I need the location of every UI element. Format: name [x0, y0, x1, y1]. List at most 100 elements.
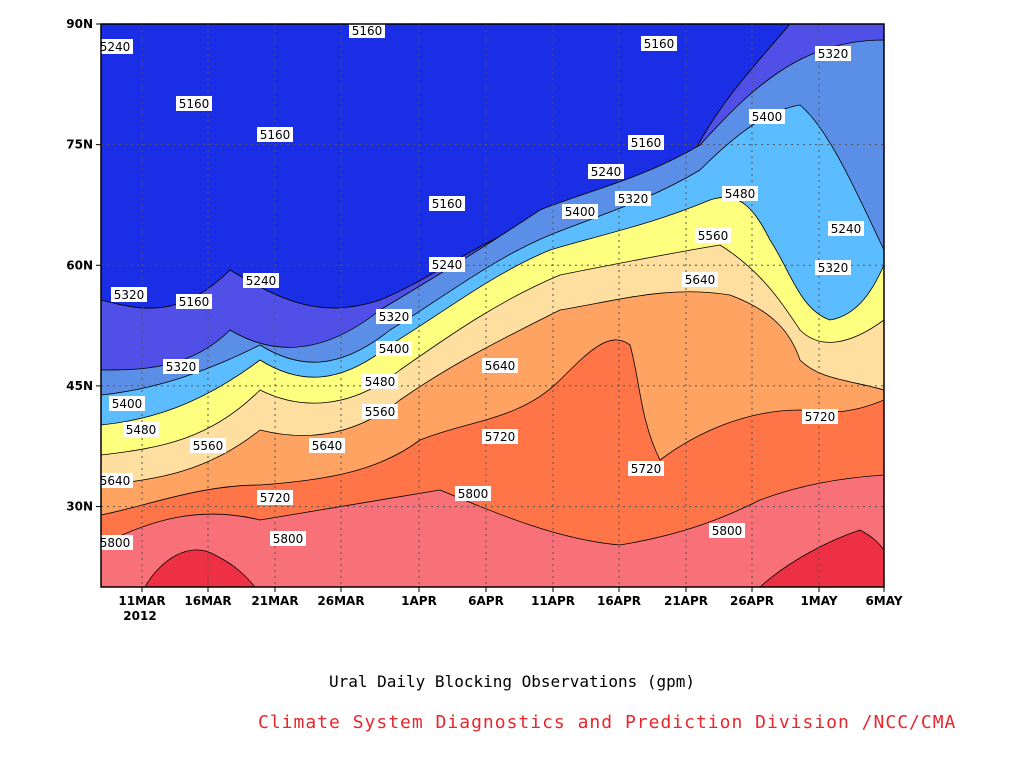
contour-label-bg [257, 490, 293, 505]
contour-label-bg [176, 294, 212, 309]
contour-label-bg [429, 196, 465, 211]
y-axis: 30N 45N 60N 75N 90N [66, 17, 101, 514]
x-tick-label: 16MAR [184, 594, 231, 608]
contour-label: 5640 [485, 359, 516, 373]
contour-label-bg [376, 309, 412, 324]
contour-label: 5240 [246, 274, 277, 288]
contour-label-bg [176, 96, 212, 111]
contour-label-bg [257, 127, 293, 142]
contour-label: 5560 [365, 405, 396, 419]
contour-label: 5240 [831, 222, 862, 236]
x-tick-label: 21MAR [251, 594, 298, 608]
contour-label-bg [588, 164, 624, 179]
contour-label: 5240 [591, 165, 622, 179]
x-tick-label: 11APR [531, 594, 575, 608]
contour-label-bg [562, 204, 598, 219]
contour-label-bg [163, 359, 199, 374]
contour-label: 5320 [166, 360, 197, 374]
contour-label: 5320 [114, 288, 145, 302]
x-tick-label: 1APR [401, 594, 437, 608]
contour-label: 5320 [818, 47, 849, 61]
contour-label-bg [682, 272, 718, 287]
y-tick-label: 90N [66, 17, 93, 31]
contour-label: 5160 [260, 128, 291, 142]
contour-label-bg [641, 36, 677, 51]
contour-label: 5400 [112, 397, 143, 411]
contour-fills [101, 24, 884, 587]
contour-label: 5400 [752, 110, 783, 124]
contour-label-bg [429, 257, 465, 272]
contour-label-bg [709, 523, 745, 538]
y-tick-label: 60N [66, 258, 93, 272]
plot-frame [100, 23, 885, 588]
contour-label-bg [615, 191, 651, 206]
contour-label-bg [270, 531, 306, 546]
contour-label: 5640 [312, 439, 343, 453]
y-tick-label: 75N [66, 138, 93, 152]
contour-label: 5560 [698, 229, 729, 243]
x-year-label: 2012 [123, 609, 156, 623]
contour-label: 5720 [805, 410, 836, 424]
contour-label: 5160 [631, 136, 662, 150]
contour-label: 5160 [432, 197, 463, 211]
contour-label-bg [349, 23, 385, 38]
contour-label: 5480 [126, 423, 157, 437]
contour-label: 5320 [818, 261, 849, 275]
contour-label: 5800 [100, 536, 131, 550]
x-axis: 11MAR 16MAR 21MAR 26MAR 1APR 6APR 11APR 16APR 21… [118, 587, 903, 608]
contour-label: 5160 [179, 97, 210, 111]
contour-label-bg [123, 422, 159, 437]
contour-label-bg [815, 260, 851, 275]
contour-label-bg [828, 221, 864, 236]
contour-label: 5480 [365, 375, 396, 389]
contour-label: 5720 [631, 462, 662, 476]
y-tick-label: 30N [66, 500, 93, 514]
contour-label-bg [695, 228, 731, 243]
contour-label-bg [190, 438, 226, 453]
contour-label: 5240 [432, 258, 463, 272]
chart-caption: Ural Daily Blocking Observations (gpm) [328, 672, 696, 691]
contour-label-bg [111, 287, 147, 302]
contour-labels: 5240 5160 5160 5320 5160 5160 5160 5400 5240 5320… [97, 23, 864, 550]
contour-label: 5560 [193, 439, 224, 453]
contour-label: 5400 [565, 205, 596, 219]
contour-label-bg [97, 39, 133, 54]
contour-label: 5800 [712, 524, 743, 538]
contour-label-bg [628, 135, 664, 150]
contour-label-bg [815, 46, 851, 61]
contour-label-bg [376, 341, 412, 356]
x-tick-label: 21APR [664, 594, 708, 608]
contour-label-bg [362, 404, 398, 419]
x-tick-label: 1MAY [800, 594, 837, 608]
contour-label-bg [722, 186, 758, 201]
contour-label: 5640 [685, 273, 716, 287]
contour-label-bg [97, 473, 133, 488]
contour-label: 5720 [485, 430, 516, 444]
credit-line: Climate System Diagnostics and Predictio… [258, 712, 957, 733]
contour-label: 5320 [618, 192, 649, 206]
x-tick-label: 16APR [597, 594, 641, 608]
contour-label-bg [109, 396, 145, 411]
contour-label: 5720 [260, 491, 291, 505]
contour-label-bg [243, 273, 279, 288]
contour-label: 5400 [379, 342, 410, 356]
contour-label-bg [309, 438, 345, 453]
contour-label-bg [97, 535, 133, 550]
y-tick-label: 45N [66, 379, 93, 393]
contour-label-bg [482, 429, 518, 444]
x-tick-label: 11MAR [118, 594, 165, 608]
contour-label: 5800 [273, 532, 304, 546]
contour-label-bg [362, 374, 398, 389]
contour-label: 5240 [100, 40, 131, 54]
contour-chart: 5240 5160 5160 5320 5160 5160 5160 5400 5240 5320… [66, 17, 903, 623]
contour-label: 5480 [725, 187, 756, 201]
contour-label: 5320 [379, 310, 410, 324]
contour-label-bg [455, 486, 491, 501]
contour-label-bg [749, 109, 785, 124]
contour-label: 5640 [100, 474, 131, 488]
contour-label-bg [482, 358, 518, 373]
contour-region [144, 549, 256, 587]
contour-label: 5160 [644, 37, 675, 51]
contour-region [101, 474, 884, 587]
contour-label: 5160 [352, 24, 383, 38]
